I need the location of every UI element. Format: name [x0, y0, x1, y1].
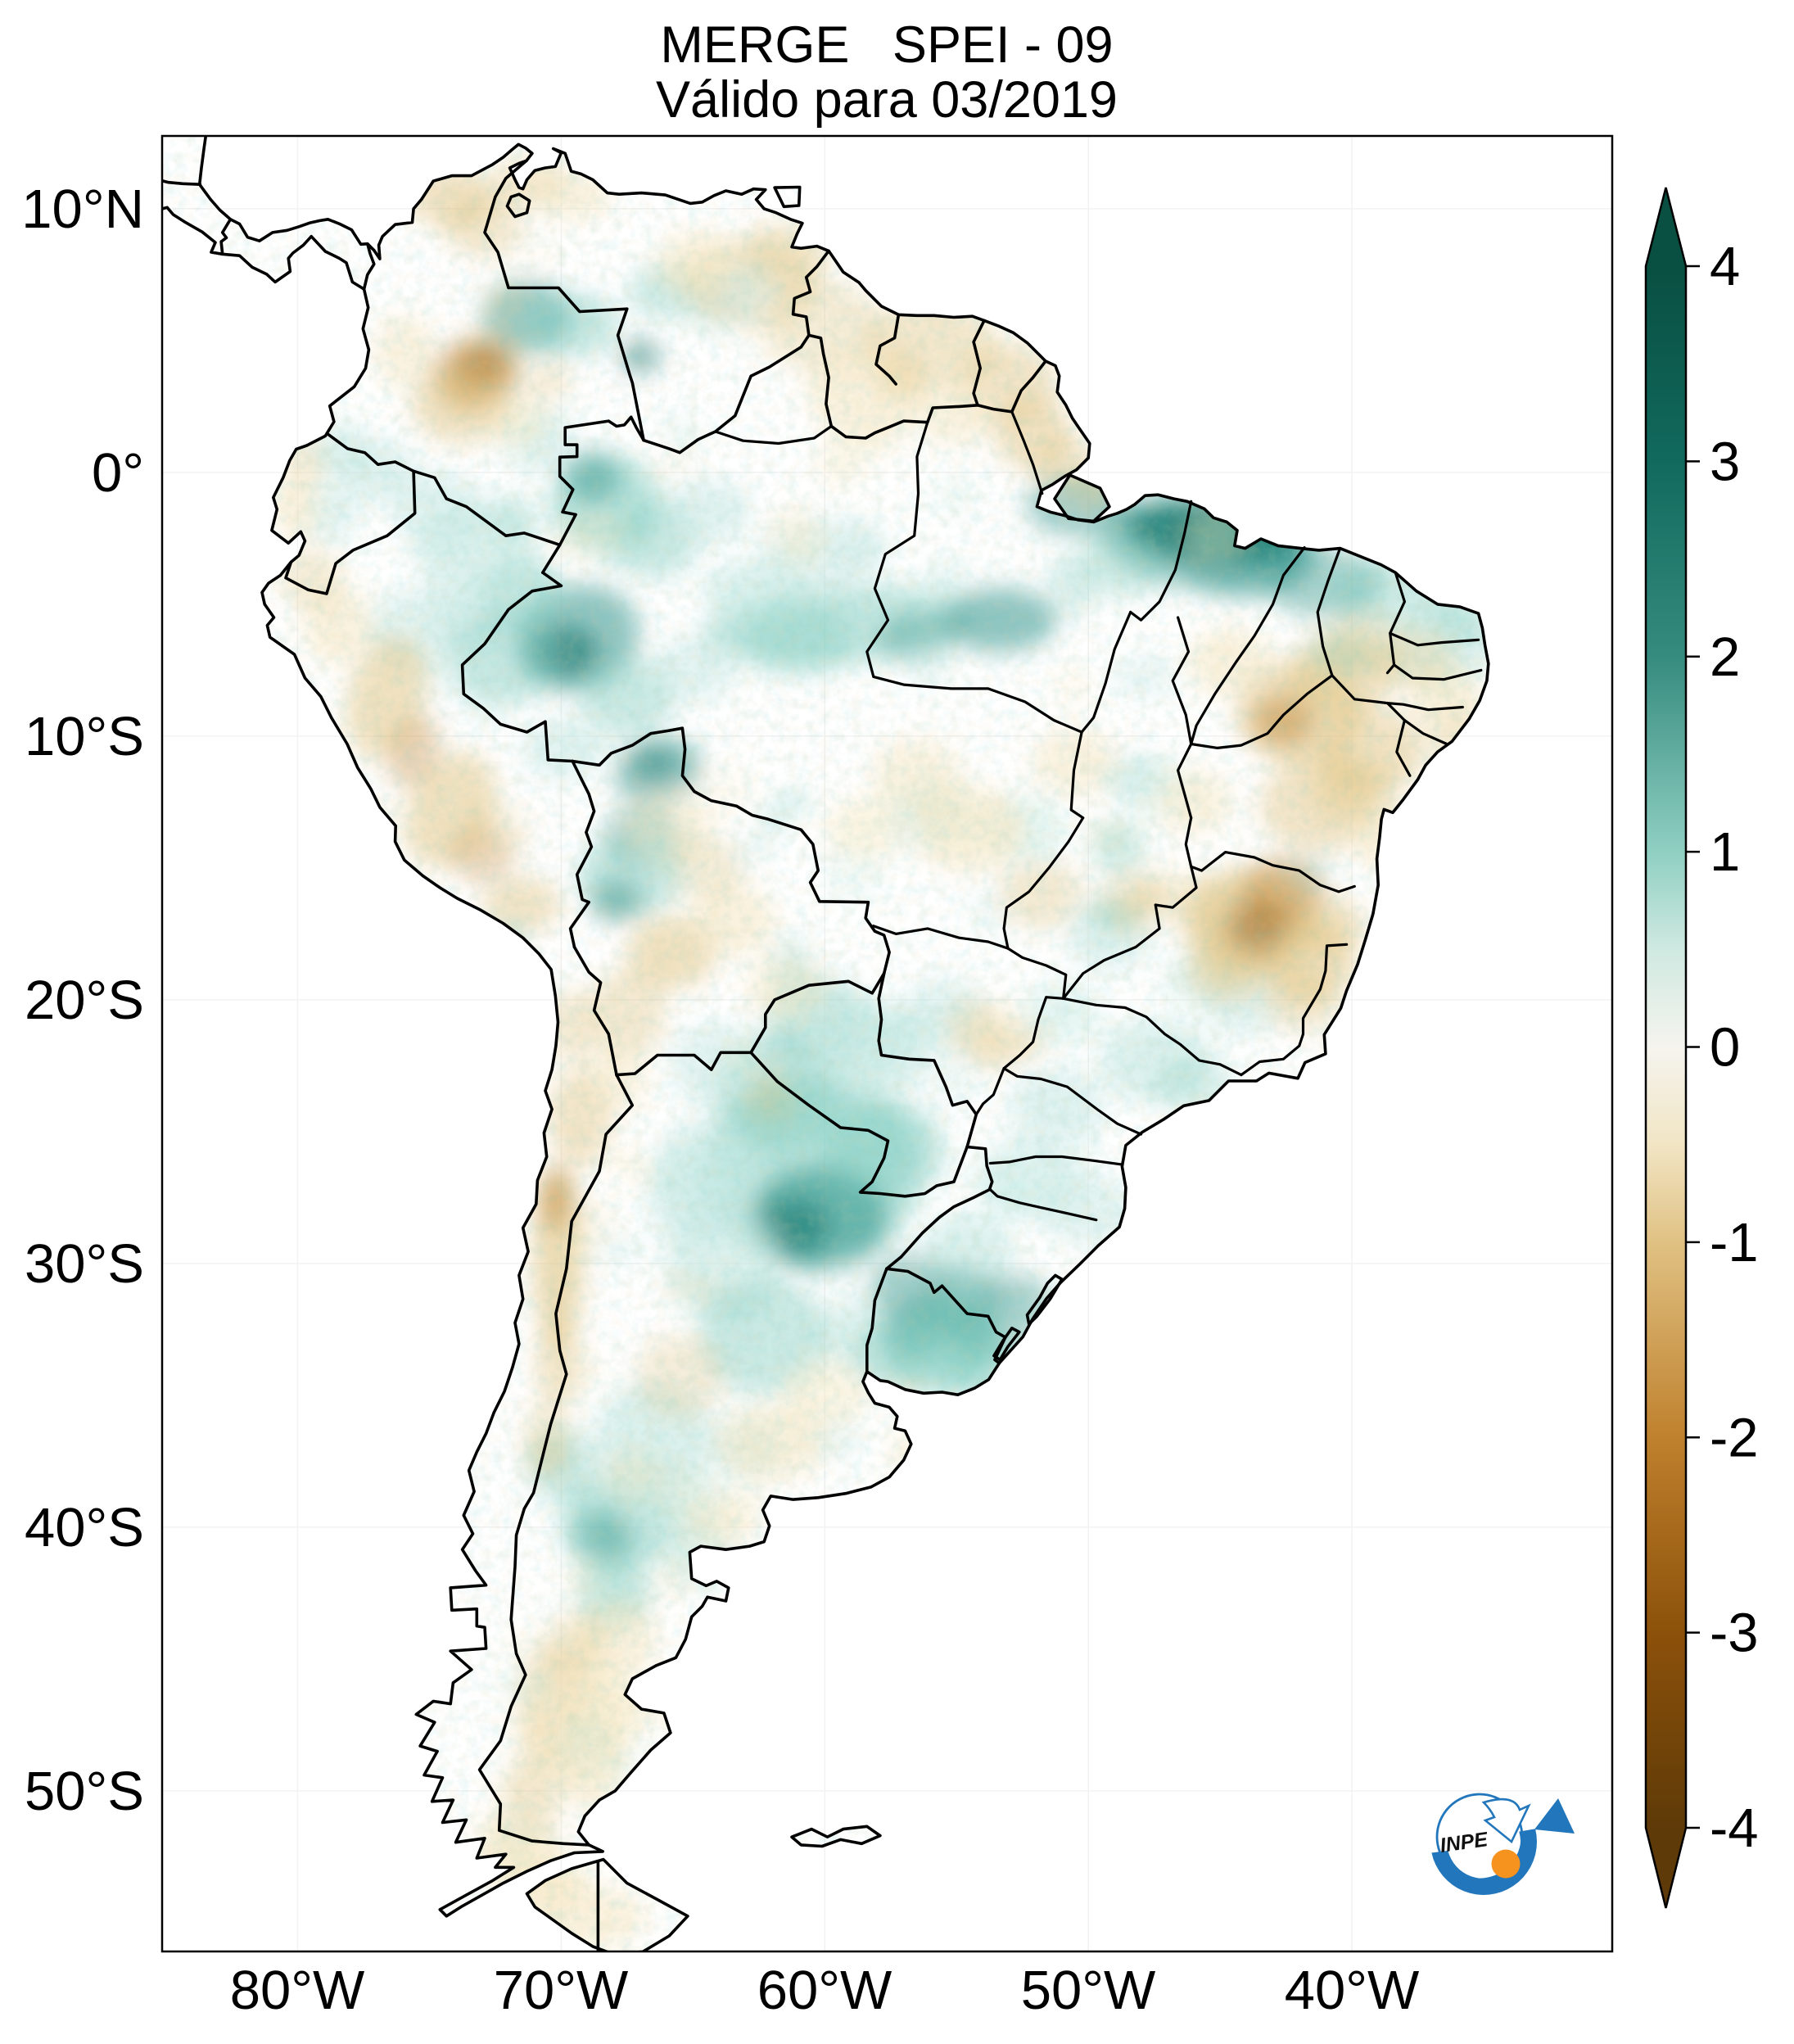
- svg-text:80°W: 80°W: [230, 1960, 365, 2021]
- svg-text:2: 2: [1710, 626, 1740, 688]
- svg-text:-3: -3: [1710, 1603, 1759, 1664]
- svg-text:50°S: 50°S: [25, 1761, 144, 1822]
- svg-text:1: 1: [1710, 821, 1740, 883]
- svg-text:4: 4: [1710, 236, 1740, 297]
- svg-text:40°S: 40°S: [25, 1497, 144, 1558]
- svg-text:20°S: 20°S: [25, 970, 144, 1031]
- svg-text:-1: -1: [1710, 1212, 1759, 1273]
- svg-text:-2: -2: [1710, 1407, 1759, 1468]
- svg-text:0: 0: [1710, 1017, 1740, 1079]
- svg-text:50°W: 50°W: [1021, 1960, 1156, 2021]
- svg-text:0°: 0°: [92, 442, 144, 504]
- svg-text:-4: -4: [1710, 1798, 1759, 1859]
- svg-text:60°W: 60°W: [757, 1960, 892, 2021]
- svg-text:70°W: 70°W: [494, 1960, 629, 2021]
- svg-text:30°S: 30°S: [25, 1233, 144, 1295]
- svg-text:Válido para 03/2019: Válido para 03/2019: [656, 71, 1118, 129]
- svg-text:MERGE SPEI - 09: MERGE SPEI - 09: [660, 16, 1113, 74]
- svg-text:10°N: 10°N: [21, 179, 144, 240]
- svg-text:3: 3: [1710, 431, 1740, 492]
- svg-text:40°W: 40°W: [1285, 1960, 1420, 2021]
- svg-text:10°S: 10°S: [25, 706, 144, 767]
